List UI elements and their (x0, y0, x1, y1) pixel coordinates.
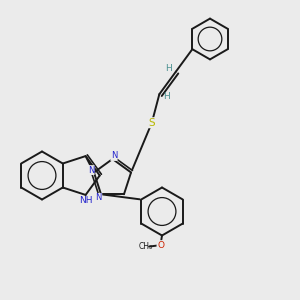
Text: N: N (95, 194, 102, 202)
Text: N: N (111, 152, 117, 160)
Text: H: H (165, 64, 172, 73)
Text: NH: NH (80, 196, 93, 205)
Text: S: S (148, 118, 155, 128)
Text: O: O (157, 241, 164, 250)
Text: H: H (164, 92, 170, 101)
Text: N: N (88, 166, 94, 175)
Text: CH₃: CH₃ (139, 242, 153, 251)
